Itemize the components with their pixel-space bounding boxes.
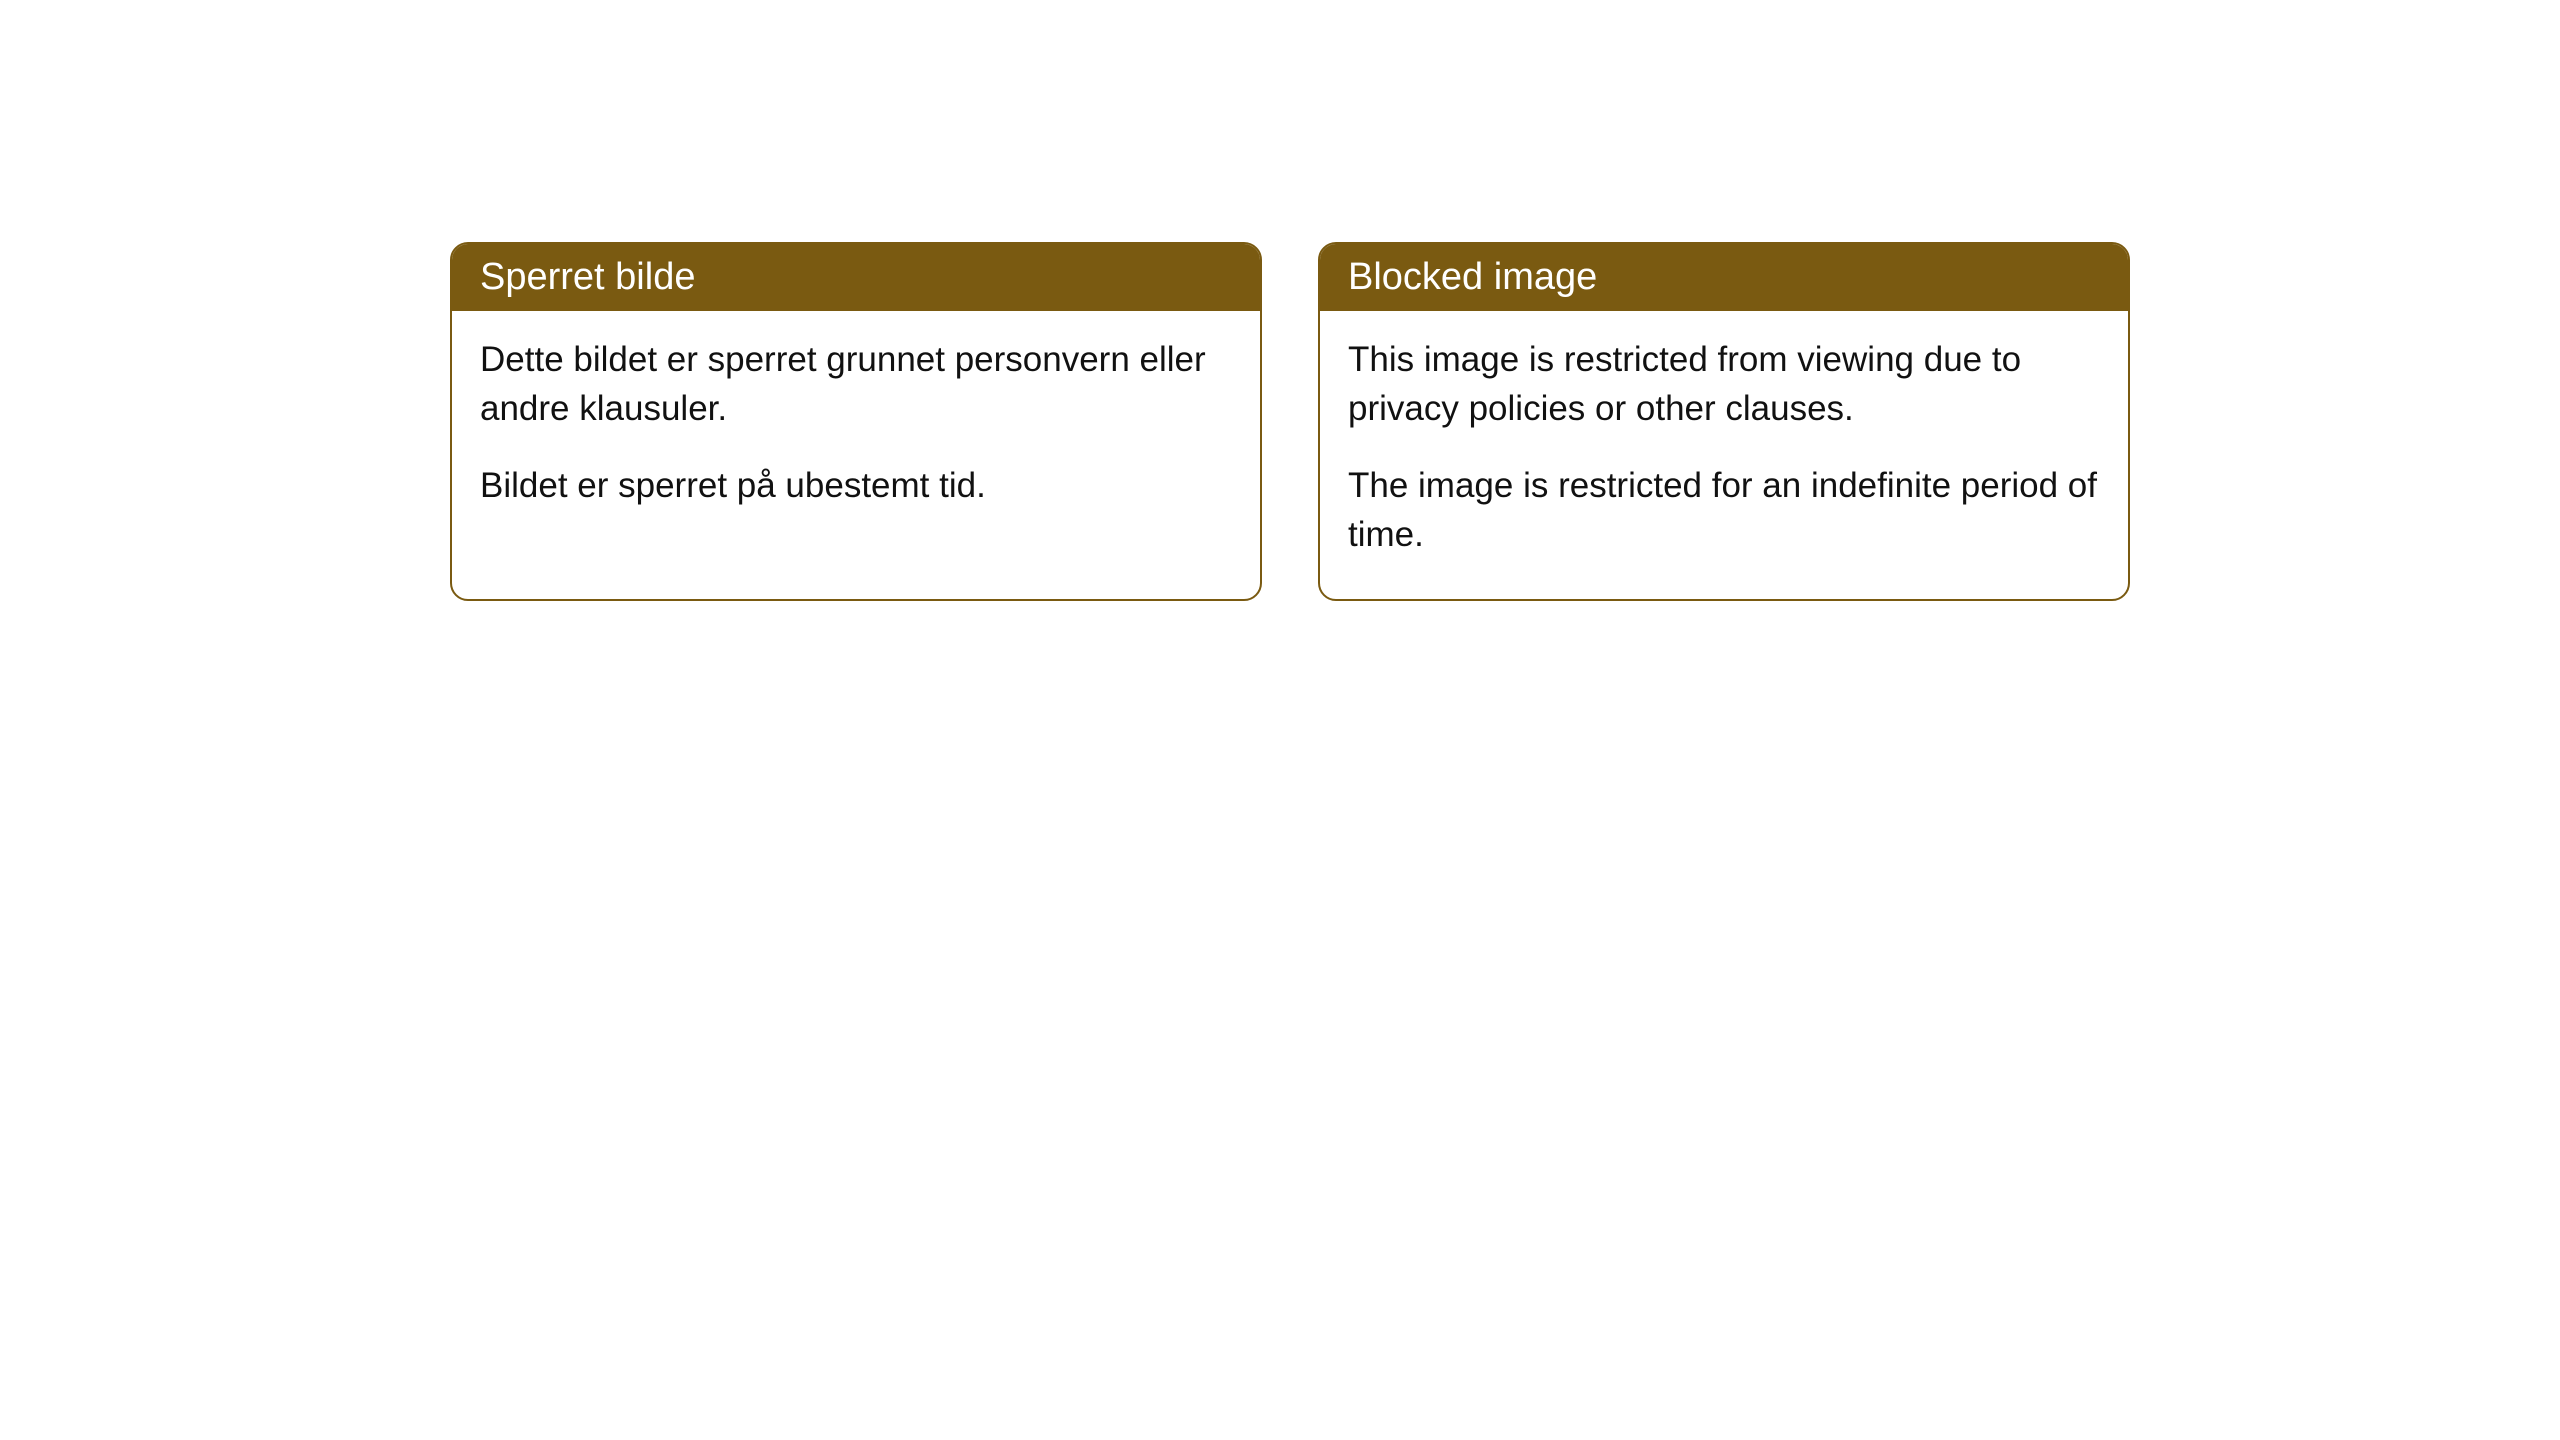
- card-header-en: Blocked image: [1320, 244, 2128, 311]
- blocked-image-card-no: Sperret bilde Dette bildet er sperret gr…: [450, 242, 1262, 601]
- card-text-en-1: This image is restricted from viewing du…: [1348, 335, 2100, 433]
- notice-cards-container: Sperret bilde Dette bildet er sperret gr…: [0, 0, 2560, 601]
- card-text-no-1: Dette bildet er sperret grunnet personve…: [480, 335, 1232, 433]
- card-header-no: Sperret bilde: [452, 244, 1260, 311]
- card-text-en-2: The image is restricted for an indefinit…: [1348, 461, 2100, 559]
- card-title-en: Blocked image: [1348, 256, 1597, 298]
- card-body-no: Dette bildet er sperret grunnet personve…: [452, 311, 1260, 550]
- card-text-no-2: Bildet er sperret på ubestemt tid.: [480, 461, 1232, 510]
- blocked-image-card-en: Blocked image This image is restricted f…: [1318, 242, 2130, 601]
- card-title-no: Sperret bilde: [480, 256, 695, 298]
- card-body-en: This image is restricted from viewing du…: [1320, 311, 2128, 599]
